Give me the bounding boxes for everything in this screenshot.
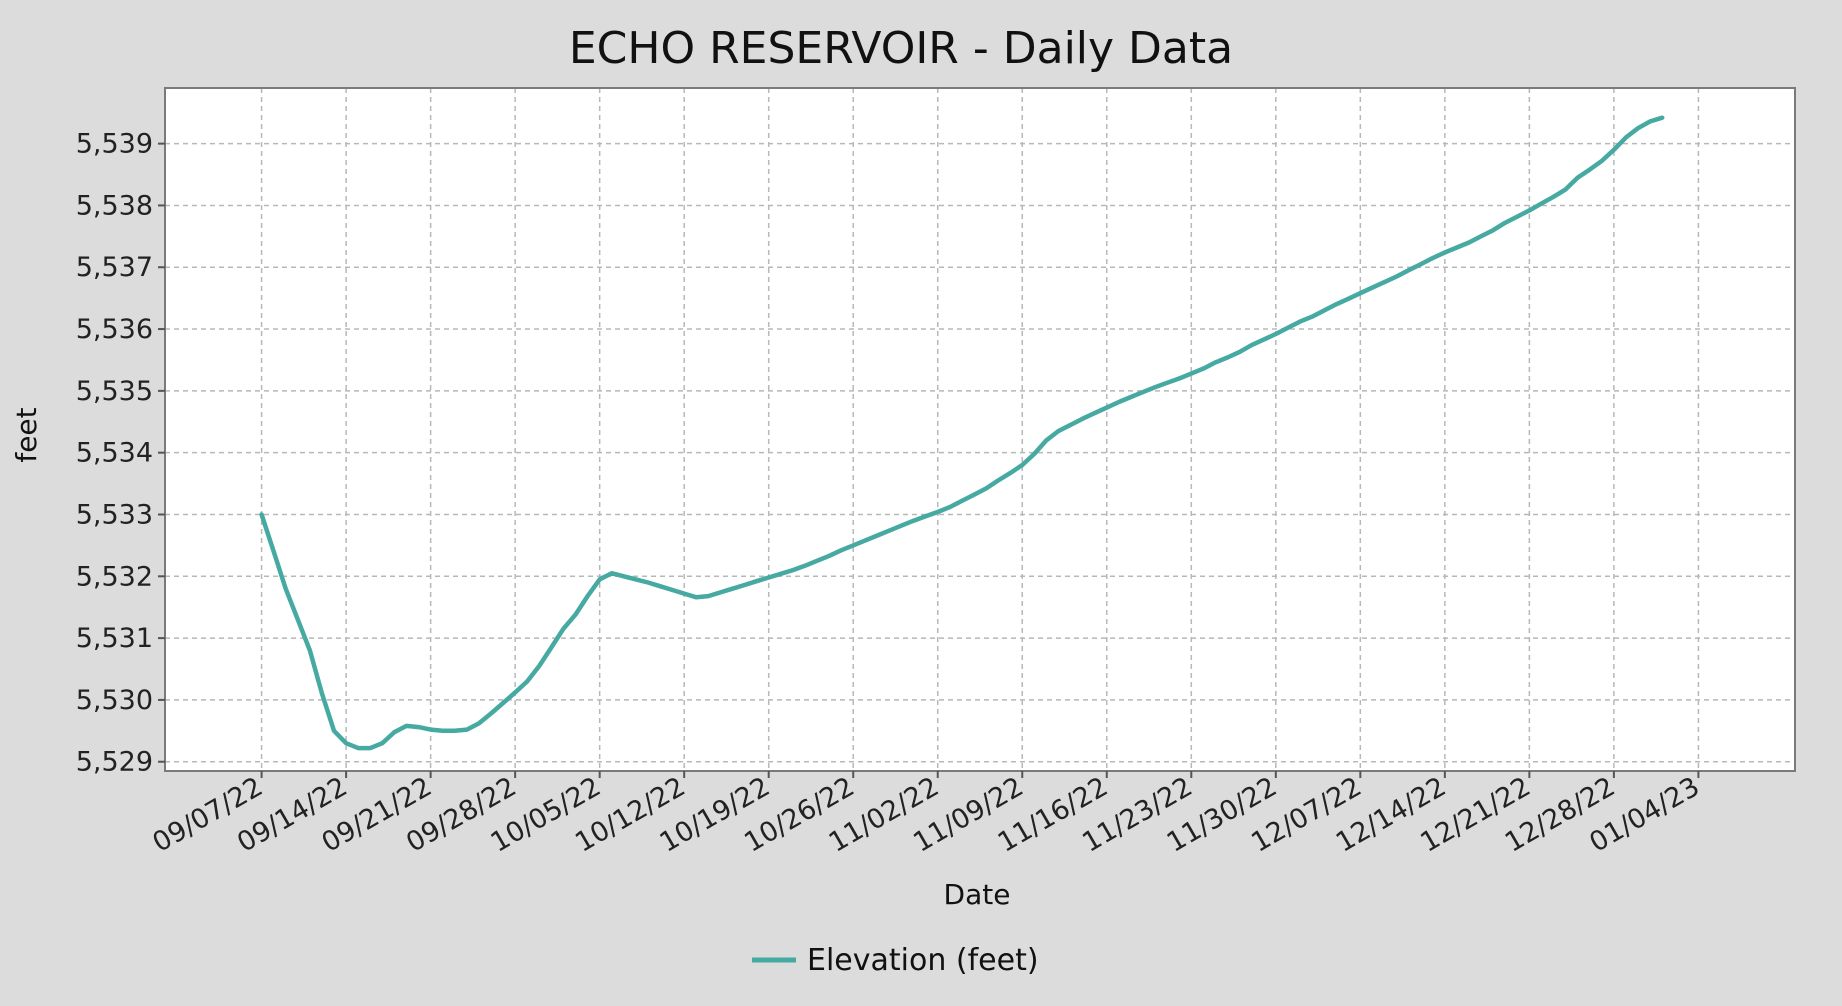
y-tick-label: 5,534 bbox=[76, 438, 153, 469]
series-layer bbox=[259, 115, 1665, 751]
y-tick-label: 5,539 bbox=[76, 129, 153, 160]
y-tick-label: 5,538 bbox=[76, 190, 153, 221]
y-tick-label: 5,533 bbox=[76, 499, 153, 530]
y-axis: 5,529 5,530 5,531 5,532 5,533 5,534 5,535 5,536… bbox=[76, 129, 165, 778]
legend: Elevation (feet) bbox=[752, 943, 1039, 978]
y-tick-label: 5,537 bbox=[76, 252, 153, 283]
y-axis-label: feet bbox=[10, 407, 43, 462]
y-tick-label: 5,530 bbox=[76, 685, 153, 716]
y-tick-label: 5,531 bbox=[76, 623, 153, 654]
chart-title: ECHO RESERVOIR - Daily Data bbox=[569, 23, 1233, 74]
y-tick-label: 5,532 bbox=[76, 561, 153, 592]
series-line-elevation bbox=[259, 115, 1665, 751]
y-tick-label: 5,529 bbox=[76, 747, 153, 778]
x-axis-label: Date bbox=[944, 878, 1011, 911]
y-tick-label: 5,535 bbox=[76, 376, 153, 407]
grid-lines bbox=[165, 88, 1795, 771]
y-tick-label: 5,536 bbox=[76, 314, 153, 345]
legend-label: Elevation (feet) bbox=[807, 943, 1039, 978]
plot-area bbox=[165, 88, 1795, 771]
plot-border bbox=[164, 87, 1796, 772]
